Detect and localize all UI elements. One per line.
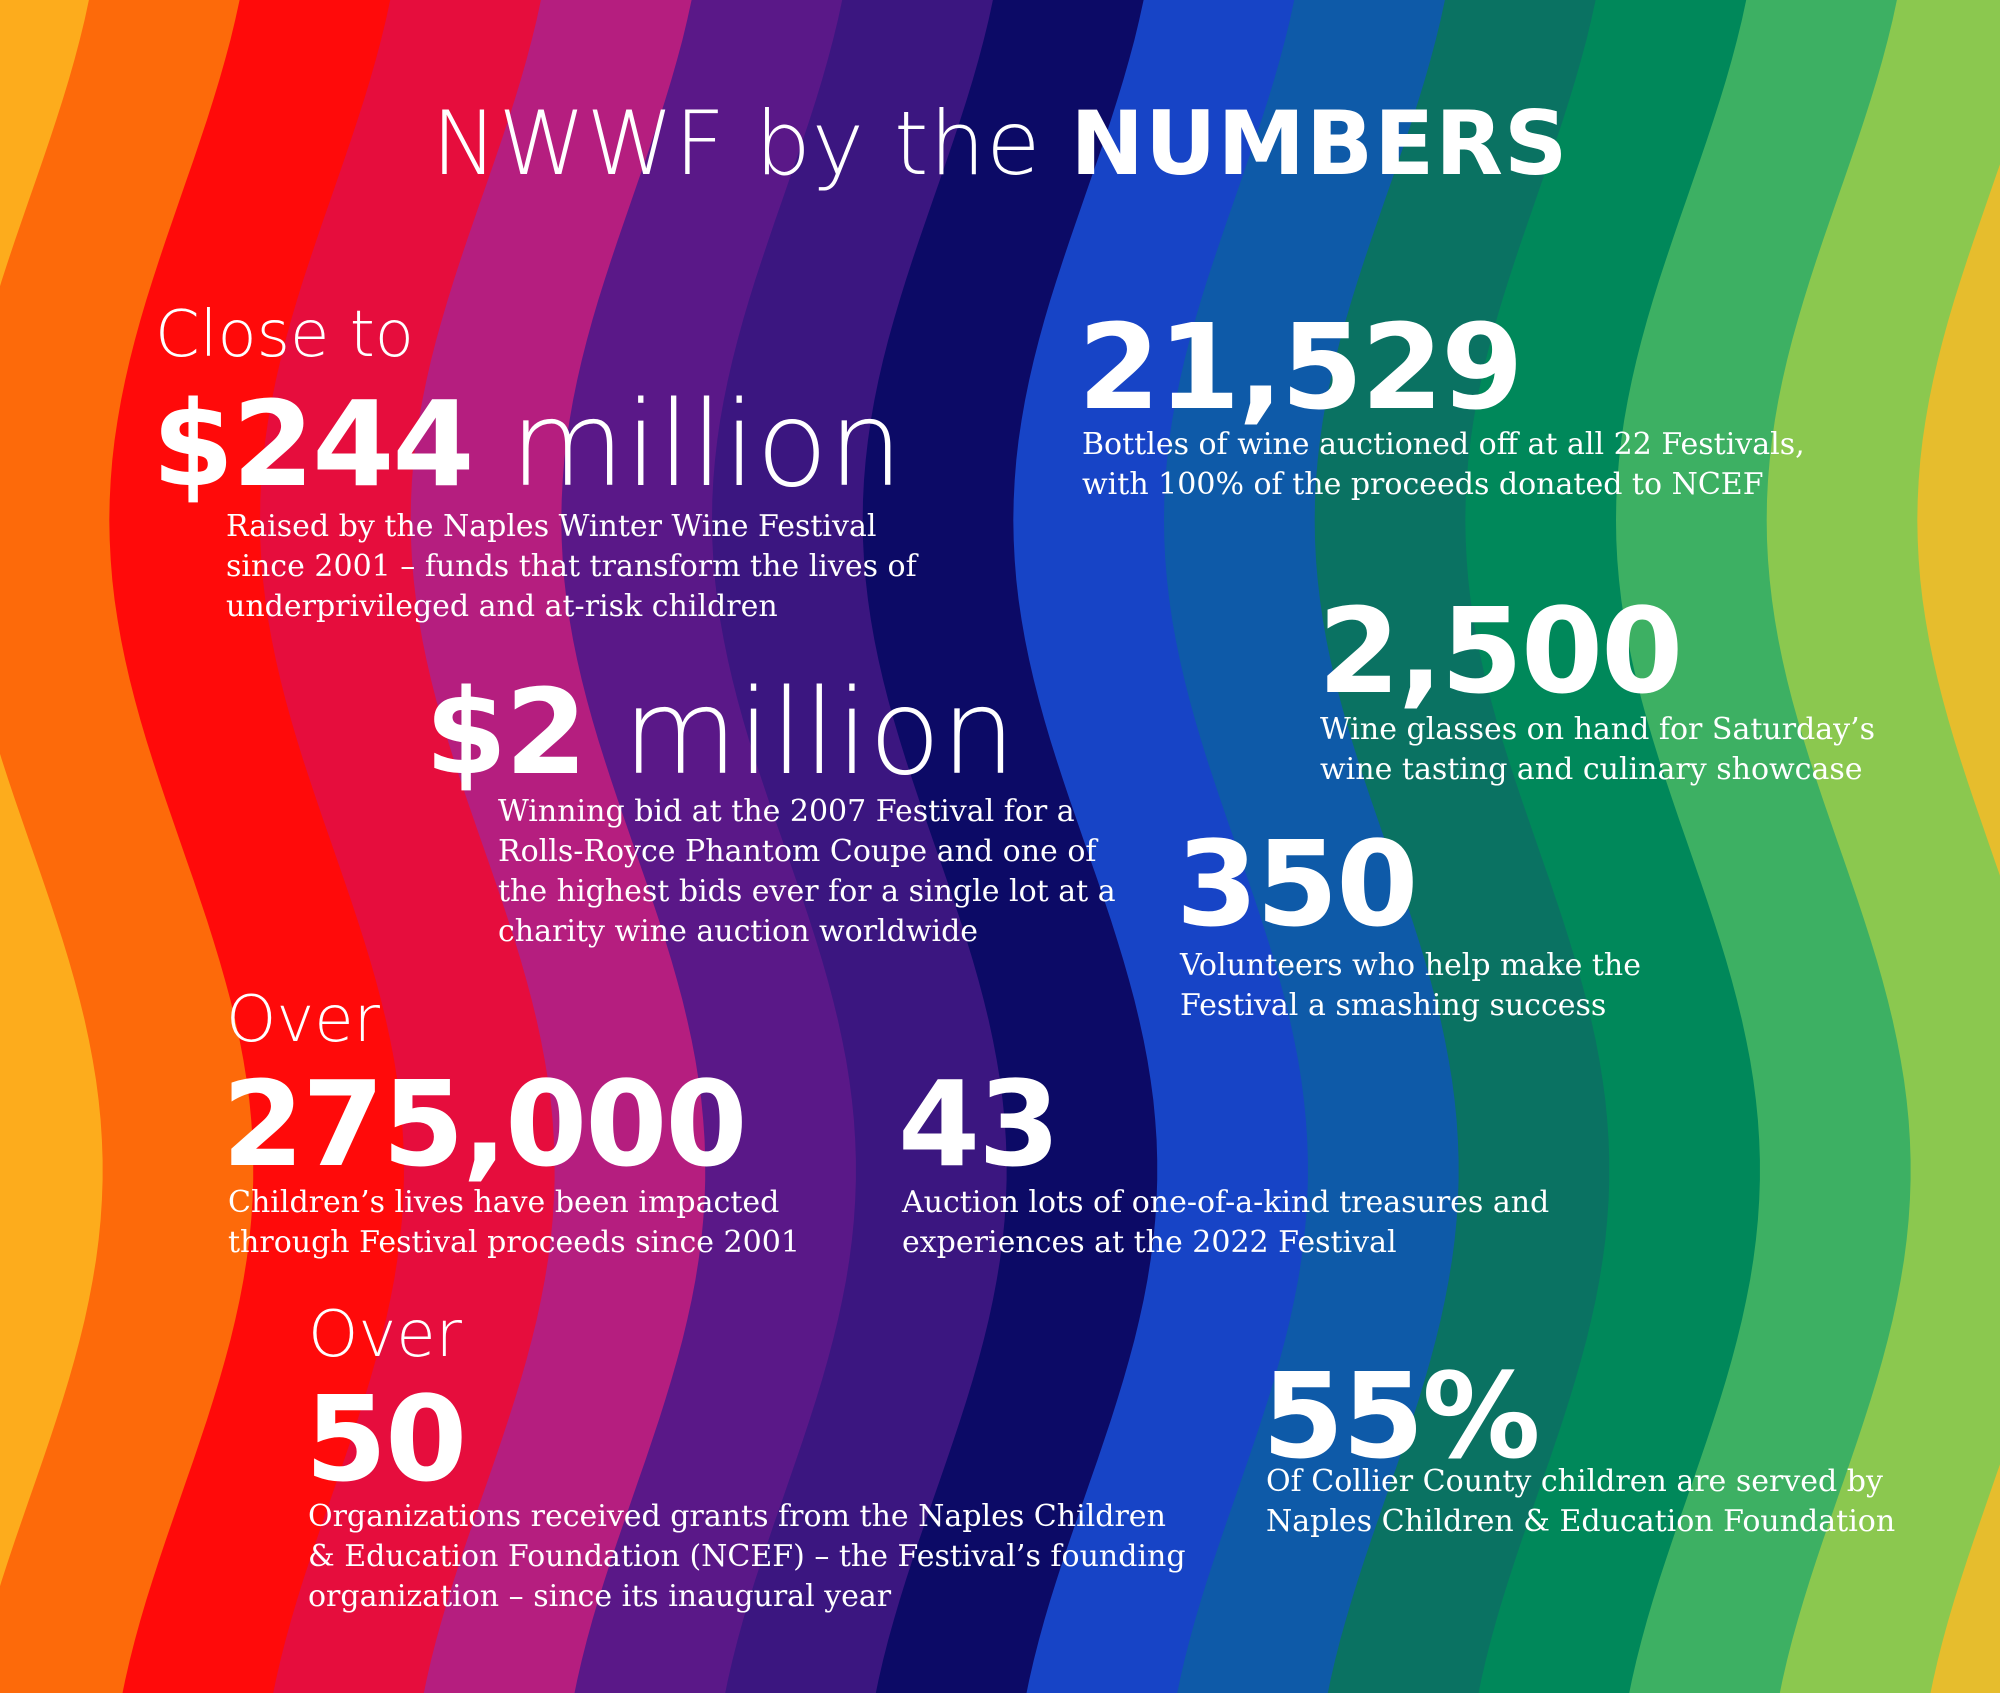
stat-pre: Over: [226, 983, 380, 1057]
stat-number-unit: million: [585, 663, 1016, 801]
stat-number: 2,500: [1318, 582, 1683, 720]
stat-description-line: Of Collier County children are served by: [1266, 1464, 1883, 1499]
stat-description: Volunteers who help make the Festival a …: [1180, 946, 1641, 1026]
stat-description-line: experiences at the 2022 Festival: [902, 1225, 1397, 1260]
wave-band: [561, 0, 858, 1693]
stat-pre: Close to: [155, 298, 414, 372]
wave-band: [410, 0, 708, 1693]
stat-description-line: the highest bids ever for a single lot a…: [498, 874, 1116, 909]
stat-description: Of Collier County children are served by…: [1266, 1462, 1895, 1542]
wave-band: [1465, 0, 1762, 1693]
stat-description-line: Naples Children & Education Foundation: [1266, 1504, 1896, 1539]
wave-band: [1013, 0, 1310, 1693]
wave-band: [1164, 0, 1461, 1693]
stat-description: Wine glasses on hand for Saturday’s wine…: [1320, 710, 1875, 790]
stat-number: 350: [1176, 815, 1418, 953]
stat-description-line: wine tasting and culinary showcase: [1320, 752, 1863, 787]
wave-band: [0, 0, 105, 1593]
stat-description-line: Wine glasses on hand for Saturday’s: [1320, 712, 1876, 747]
title-light: NWWF by the: [431, 92, 1071, 195]
stat-description-line: Raised by the Naples Winter Wine Festiva…: [226, 509, 877, 544]
stat-description-line: Winning bid at the 2007 Festival for a: [498, 794, 1075, 829]
stat-description-line: charity wine auction worldwide: [498, 914, 979, 949]
stat-description-line: Bottles of wine auctioned off at all 22 …: [1082, 427, 1805, 462]
stat-number: $244 million: [152, 385, 903, 503]
stat-description-line: since 2001 – funds that transform the li…: [226, 549, 917, 584]
stat-description-line: underprivileged and at-risk children: [226, 589, 778, 624]
wave-band: [862, 0, 1160, 1693]
stat-description-line: Volunteers who help make the: [1180, 948, 1641, 983]
wave-band: [712, 0, 1009, 1693]
stat-description: Bottles of wine auctioned off at all 22 …: [1082, 425, 1805, 505]
stat-description-line: Festival a smashing success: [1180, 988, 1607, 1023]
wave-band: [1616, 0, 1913, 1693]
stat-description-line: with 100% of the proceeds donated to NCE…: [1082, 467, 1764, 502]
wave-band: [1766, 0, 2000, 1693]
stat-number: 21,529: [1078, 298, 1523, 436]
stat-description-line: organization – since its inaugural year: [308, 1579, 892, 1614]
stat-number: $2 million: [425, 673, 1016, 791]
stat-description: Winning bid at the 2007 Festival for a R…: [498, 792, 1116, 952]
stat-description-line: Rolls-Royce Phantom Coupe and one of: [498, 834, 1097, 869]
stat-description-line: through Festival proceeds since 2001: [228, 1225, 800, 1260]
stat-number-unit: million: [472, 375, 903, 513]
wave-band: [0, 0, 256, 1693]
wave-band: [109, 0, 406, 1693]
stat-description-line: Organizations received grants from the N…: [308, 1499, 1166, 1534]
wave-band: [260, 0, 557, 1693]
stat-number: 43: [898, 1055, 1060, 1193]
stat-number-value: $2: [425, 663, 587, 801]
stat-description: Raised by the Naples Winter Wine Festiva…: [226, 507, 917, 627]
stat-pre: Over: [308, 1298, 462, 1372]
stat-description-line: & Education Foundation (NCEF) – the Fest…: [308, 1539, 1186, 1574]
stat-number: 55%: [1262, 1347, 1540, 1485]
stat-number: 50: [305, 1370, 467, 1508]
stat-description: Organizations received grants from the N…: [308, 1497, 1186, 1617]
stat-number: 275,000: [222, 1055, 747, 1193]
stat-description-line: Children’s lives have been impacted: [228, 1185, 780, 1220]
wave-band: [1314, 0, 1612, 1693]
stat-description: Auction lots of one-of-a-kind treasures …: [902, 1183, 1549, 1263]
wave-band: [1917, 164, 2000, 1693]
title-bold: NUMBERS: [1070, 92, 1569, 195]
page-title: NWWF by the NUMBERS: [0, 100, 2000, 188]
stat-description: Children’s lives have been impacted thro…: [228, 1183, 800, 1263]
stat-number-value: $244: [152, 375, 474, 513]
stat-description-line: Auction lots of one-of-a-kind treasures …: [902, 1185, 1550, 1220]
